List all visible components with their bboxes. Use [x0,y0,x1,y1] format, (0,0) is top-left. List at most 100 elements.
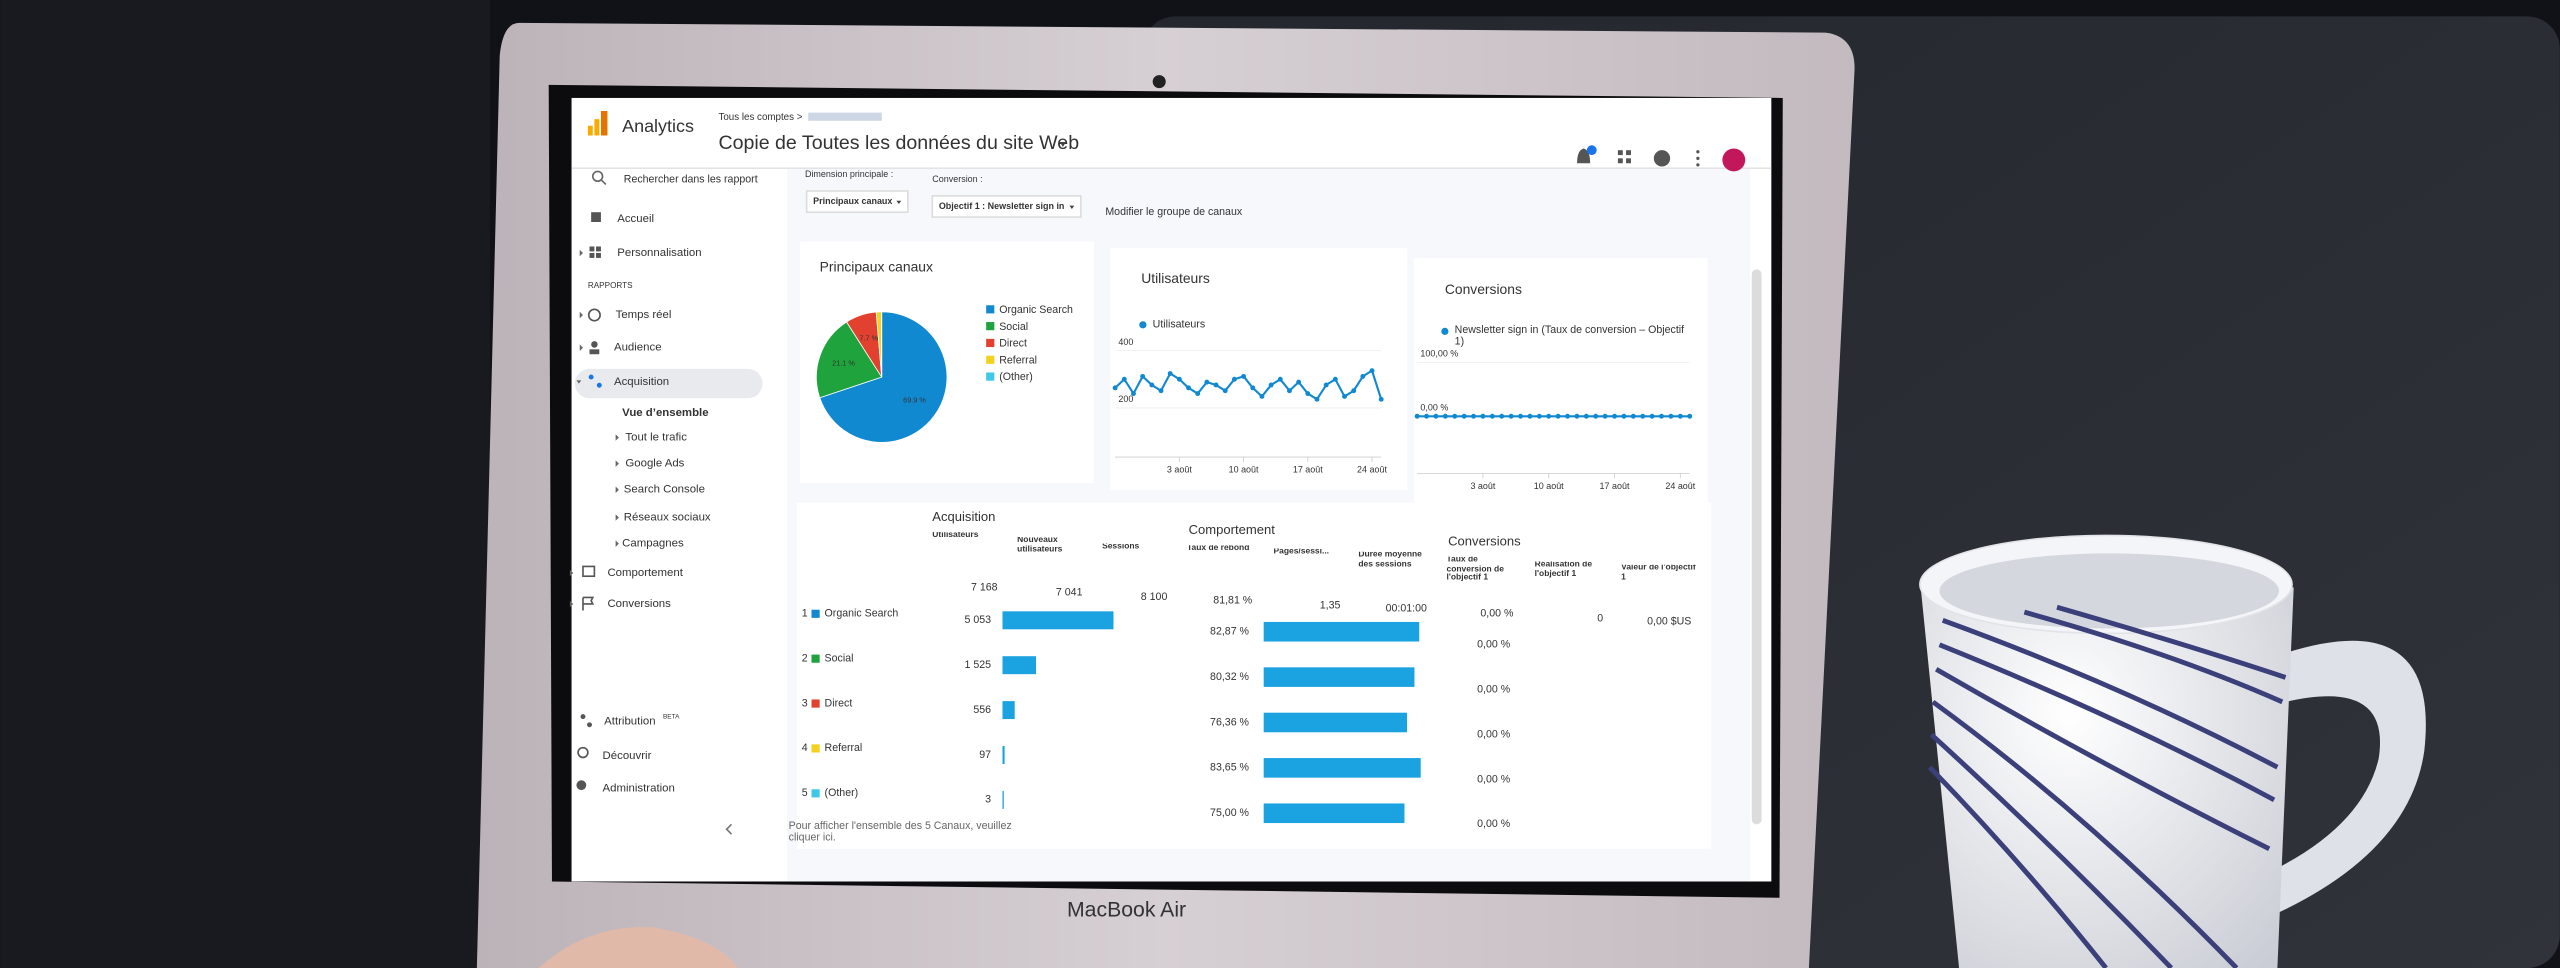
legend-swatch [986,338,995,348]
apps-icon[interactable] [1617,150,1631,164]
series-point [1518,413,1523,419]
series-point [1461,413,1467,419]
nav-item[interactable]: Vue d’ensemble [622,407,708,419]
nav-item[interactable]: Search Console [624,484,705,496]
nav-item[interactable]: Conversions [607,598,671,610]
nav-item[interactable]: Google Ads [625,458,684,470]
active-item-bg [574,368,763,399]
logo-bar [587,125,593,136]
users-value: 97 [979,749,991,761]
scrollbar [1751,269,1762,825]
y-tick-label: 100,00 % [1420,349,1458,359]
notifications-icon[interactable] [1577,148,1591,164]
sidebar-icons [576,212,602,791]
table-card [796,502,1711,849]
nav-item[interactable]: Réseaux sociaux [624,511,711,523]
mug-stripes [1927,604,2287,968]
breadcrumb[interactable]: Tous les comptes > [718,112,802,123]
users-value: 1 525 [965,659,992,671]
row-swatch [811,744,820,753]
series-point [1149,382,1155,388]
column-header-box: Utilisateurs [932,532,979,541]
series-point [1677,413,1683,419]
series-point [1342,394,1347,399]
nav-item[interactable]: Découvrir [603,750,652,762]
users-value: 556 [973,704,991,716]
nav-item[interactable]: Temps réel [616,309,672,321]
nav-item[interactable]: Acquisition [614,376,669,388]
dimension-label: Dimension principale : [805,169,893,179]
legend-label: Referral [999,354,1037,366]
row-name[interactable]: Organic Search [825,608,899,620]
x-tick-label: 17 août [1293,464,1323,474]
column-header-box: Pages/sessi... [1273,548,1329,556]
total-value: 00:01:00 [1386,603,1427,615]
series-point [1536,413,1542,419]
series-point [1602,413,1608,419]
row-name[interactable]: Referral [825,742,863,754]
nav-item[interactable]: Comportement [607,567,683,579]
caret [1069,205,1075,209]
bounce-bar [1263,667,1415,687]
search-field[interactable]: Rechercher dans les rapport [624,173,758,185]
x-tick-label: 3 août [1470,481,1495,491]
conversion-value[interactable]: Objectif 1 : Newsletter sign in [939,201,1065,211]
legend-swatch [986,355,995,364]
expand-arrow [569,569,574,577]
dimension-value[interactable]: Principaux canaux [813,196,892,206]
column-header: Utilisateurs [932,532,979,541]
help-icon[interactable] [1653,150,1671,167]
total-value: 0,00 % [1480,608,1514,620]
nav-item[interactable]: Personnalisation [617,247,701,259]
x-tick-label: 10 août [1229,464,1259,474]
series-point [1630,413,1636,419]
footer-note: Pour afficher l'ensemble des 5 Canaux, v… [788,821,1012,845]
collapse-icon[interactable] [725,823,733,835]
column-header-box: Valeur de l'objectif 1 [1621,565,1696,582]
footer-note-box: Pour afficher l'ensemble des 5 Canaux, v… [788,821,1012,845]
nav-item[interactable]: Attribution [604,716,655,728]
nav-item[interactable]: Accueil [617,213,654,225]
row-swatch [811,699,820,708]
account-name-blurred [808,112,882,121]
legend-label: Utilisateurs [1153,319,1205,331]
nav-item[interactable]: Administration [603,782,675,794]
series-point [1351,388,1357,394]
legend-swatch [986,372,995,381]
avatar[interactable] [1722,148,1746,172]
row-name[interactable]: Social [825,652,854,664]
expand-arrow [569,600,574,608]
series-point [1499,413,1505,419]
legend-dot [1139,321,1147,329]
column-header: Nouveaux utilisateurs [1017,537,1063,555]
slice-label: 69.9 % [903,396,926,405]
nav-item[interactable]: Audience [614,342,662,354]
more-icon[interactable] [1696,150,1700,167]
nav-item[interactable]: Tout le trafic [625,431,687,443]
pie-slice [816,321,883,399]
bounce-value: 76,36 % [1210,716,1249,728]
row-name[interactable]: (Other) [825,787,859,799]
row-name[interactable]: Direct [825,697,853,709]
edit-channel-group[interactable]: Modifier le groupe de canaux [1105,206,1243,218]
nav-item[interactable]: Campagnes [622,538,684,550]
series-point [1241,373,1247,379]
total-value: 0,00 $US [1647,616,1691,628]
series-point [1167,371,1173,376]
series-point [1332,376,1338,382]
expand-arrow [576,380,582,384]
column-header: Taux de rebond [1186,545,1250,554]
column-header-box: Nouveaux utilisateurs [1017,537,1063,555]
dimension-select[interactable] [805,190,909,214]
conversion-value: 0,00 % [1477,639,1511,651]
view-title[interactable]: Copie de Toutes les données du site Web [718,132,1079,154]
row-rank: 3 [802,697,808,709]
logo-bar [594,119,600,136]
series-point [1222,388,1228,394]
expand-arrow [579,311,583,319]
expand-arrow [615,514,619,521]
series-point [1612,413,1617,419]
conversion-select[interactable] [931,195,1082,218]
series-point [1176,376,1182,382]
